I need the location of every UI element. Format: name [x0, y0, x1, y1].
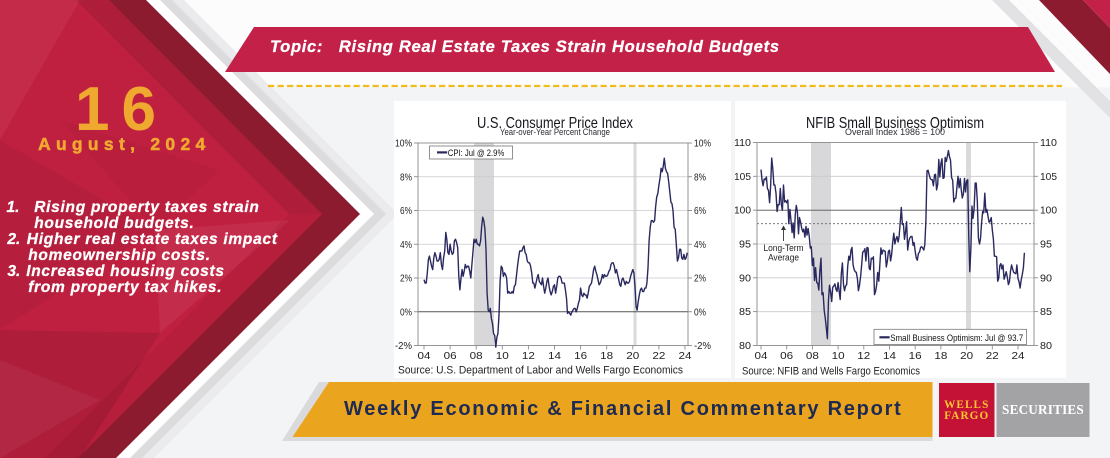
svg-text:6%: 6% [400, 206, 412, 217]
svg-text:110: 110 [1040, 138, 1057, 149]
svg-text:105: 105 [1040, 172, 1057, 183]
svg-text:10: 10 [832, 350, 845, 362]
svg-text:105: 105 [735, 172, 751, 183]
svg-text:Long-Term: Long-Term [764, 243, 804, 253]
svg-text:14: 14 [883, 350, 896, 362]
svg-text:4%: 4% [694, 240, 706, 251]
svg-text:95: 95 [1040, 239, 1052, 250]
svg-text:12: 12 [857, 350, 870, 362]
svg-text:0%: 0% [694, 307, 706, 318]
svg-text:24: 24 [1012, 350, 1025, 362]
svg-text:2%: 2% [400, 274, 412, 285]
svg-text:18: 18 [600, 350, 613, 362]
svg-text:10%: 10% [694, 139, 711, 150]
svg-text:Average: Average [768, 253, 799, 263]
svg-text:14: 14 [548, 350, 561, 362]
svg-text:20: 20 [960, 350, 973, 362]
svg-text:10: 10 [496, 350, 509, 362]
svg-text:06: 06 [444, 350, 457, 362]
svg-text:90: 90 [739, 273, 751, 284]
svg-text:4%: 4% [400, 240, 412, 251]
svg-text:80: 80 [1040, 341, 1052, 352]
svg-text:18: 18 [934, 350, 947, 362]
svg-text:22: 22 [652, 350, 665, 362]
svg-text:100: 100 [1040, 206, 1057, 217]
svg-text:U.S. Consumer Price Index: U.S. Consumer Price Index [477, 115, 633, 132]
svg-text:-2%: -2% [395, 341, 412, 352]
svg-text:Source: NFIB and Wells Fargo E: Source: NFIB and Wells Fargo Economics [742, 366, 920, 378]
svg-text:8%: 8% [400, 172, 412, 183]
svg-text:Source: U.S. Department of Lab: Source: U.S. Department of Labor and Wel… [398, 365, 683, 377]
svg-text:08: 08 [806, 350, 819, 362]
svg-text:85: 85 [1040, 307, 1052, 318]
svg-text:16: 16 [574, 350, 587, 362]
svg-text:12: 12 [522, 350, 535, 362]
svg-text:06: 06 [780, 350, 793, 362]
svg-text:6%: 6% [694, 206, 706, 217]
svg-text:24: 24 [679, 350, 692, 362]
svg-text:80: 80 [739, 341, 751, 352]
svg-text:04: 04 [418, 350, 431, 362]
svg-text:Overall Index 1986 = 100: Overall Index 1986 = 100 [845, 127, 945, 137]
svg-text:08: 08 [470, 350, 483, 362]
svg-text:-2%: -2% [694, 341, 711, 352]
svg-text:0%: 0% [400, 307, 412, 318]
svg-text:10%: 10% [395, 139, 412, 150]
svg-text:85: 85 [739, 307, 751, 318]
svg-text:22: 22 [986, 350, 999, 362]
svg-text:8%: 8% [694, 172, 706, 183]
svg-text:CPI: Jul @ 2.9%: CPI: Jul @ 2.9% [448, 148, 505, 159]
svg-text:04: 04 [755, 350, 768, 362]
svg-text:16: 16 [909, 350, 922, 362]
svg-text:95: 95 [739, 239, 751, 250]
svg-text:110: 110 [735, 138, 751, 149]
svg-text:100: 100 [735, 206, 751, 217]
svg-text:Year-over-Year Percent Change: Year-over-Year Percent Change [500, 127, 610, 137]
svg-text:20: 20 [626, 350, 639, 362]
svg-text:Small Business Optimism: Jul @: Small Business Optimism: Jul @ 93.7 [890, 333, 1023, 344]
svg-text:2%: 2% [694, 274, 706, 285]
svg-text:90: 90 [1040, 273, 1052, 284]
svg-text:NFIB Small Business Optimism: NFIB Small Business Optimism [806, 115, 984, 132]
